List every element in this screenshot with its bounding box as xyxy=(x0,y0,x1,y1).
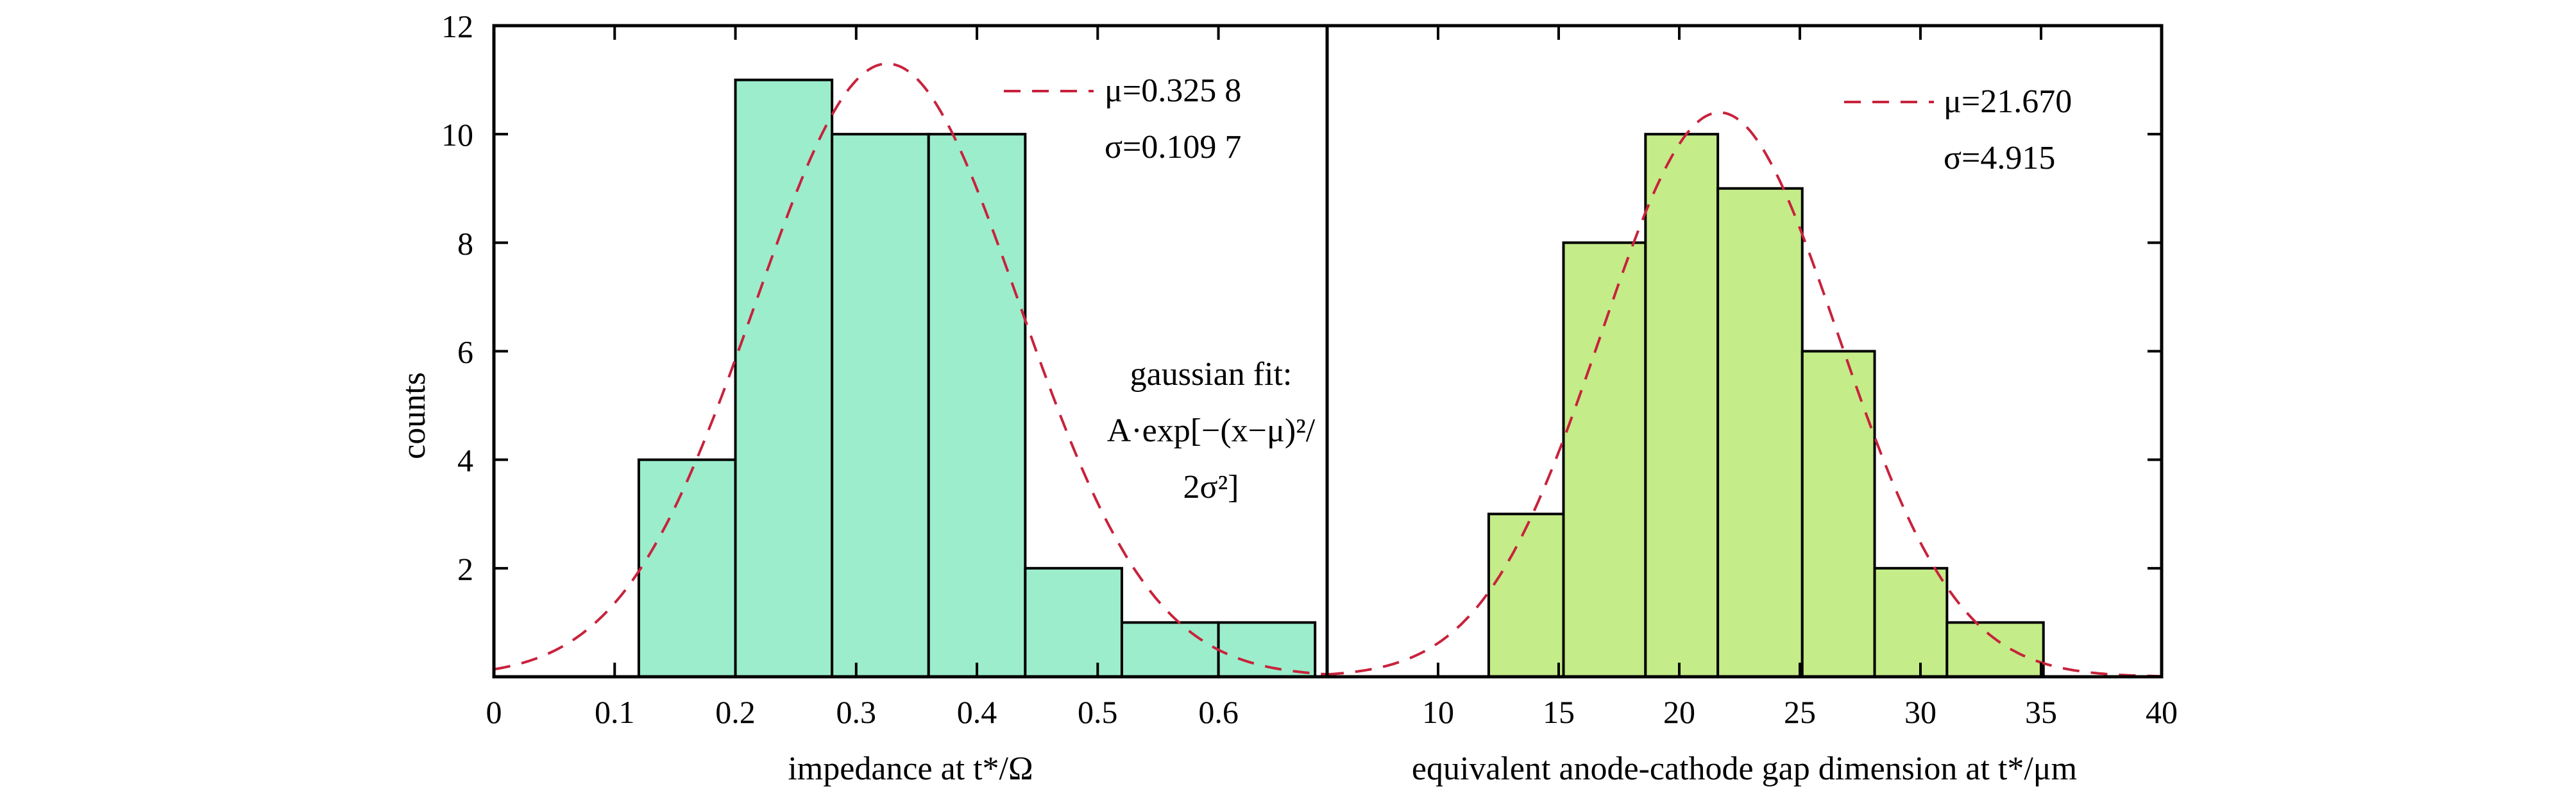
y-tick-label-2: 2 xyxy=(457,551,473,587)
right-legend-mu: μ=21.670 xyxy=(1944,83,2072,120)
right-bar-3 xyxy=(1716,187,1804,678)
left-x-tick-label-0: 0 xyxy=(486,694,502,730)
left-bar-4 xyxy=(1024,566,1123,678)
y-tick-label-8: 8 xyxy=(457,225,473,261)
left-bar-6 xyxy=(1217,621,1317,679)
right-bar-6 xyxy=(1945,621,2045,679)
right-x-tick-label-0: 10 xyxy=(1422,694,1454,730)
left-x-tick-label-4: 0.4 xyxy=(957,694,997,730)
right-x-axis-label: equivalent anode-cathode gap dimension a… xyxy=(1412,751,2077,787)
right-plot-frame xyxy=(1325,24,2164,679)
right-bar-5 xyxy=(1873,566,1949,678)
left-bar-2 xyxy=(831,133,930,678)
left-panel-impedance: 0 0.1 0.2 0.3 0.4 0.5 0.6 2 4 6 8 10 12 impedance a… xyxy=(441,8,2162,787)
left-x-tick-label-1: 0.1 xyxy=(595,694,635,730)
right-bar-0 xyxy=(1487,513,1565,678)
right-legend-sigma: σ=4.915 xyxy=(1944,140,2055,176)
left-x-tick-label-6: 0.6 xyxy=(1198,694,1239,730)
right-x-ticks: 10 15 20 25 30 35 40 xyxy=(1422,26,2178,730)
left-bar-5 xyxy=(1120,621,1220,679)
right-bars xyxy=(1487,133,2045,679)
right-bar-2 xyxy=(1644,133,1720,678)
fit-note-line-3: 2σ²] xyxy=(1183,469,1239,505)
fit-note-line-2: A·exp[−(x−μ)²/ xyxy=(1107,412,1316,449)
left-x-axis-label: impedance at t*/Ω xyxy=(788,751,1033,787)
left-x-tick-label-2: 0.2 xyxy=(715,694,756,730)
y-axis-label: counts xyxy=(396,372,432,459)
left-y-ticks: 2 4 6 8 10 12 xyxy=(441,8,2162,587)
left-bar-3 xyxy=(927,133,1027,678)
right-x-tick-label-3: 25 xyxy=(1784,694,1816,730)
y-tick-label-10: 10 xyxy=(441,117,473,153)
right-panel-gap-dimension: 10 15 20 25 30 35 40 equivalent anode-cathode … xyxy=(1325,24,2178,787)
left-gaussian-fit-curve xyxy=(493,62,1328,676)
left-bars xyxy=(637,78,1317,679)
gaussian-fit-note: gaussian fit: A·exp[−(x−μ)²/ 2σ²] xyxy=(1107,356,1316,505)
y-tick-label-12: 12 xyxy=(441,8,473,44)
right-bar-1 xyxy=(1562,241,1647,679)
right-x-tick-label-4: 30 xyxy=(1904,694,1936,730)
right-gaussian-fit-curve xyxy=(1326,111,2162,678)
left-bar-1 xyxy=(734,78,834,679)
left-legend: μ=0.325 8 σ=0.109 7 xyxy=(1004,72,1241,166)
right-legend: μ=21.670 σ=4.915 xyxy=(1844,83,2072,176)
right-x-tick-label-1: 15 xyxy=(1543,694,1575,730)
right-bar-4 xyxy=(1801,350,1876,678)
y-tick-label-4: 4 xyxy=(457,443,473,479)
y-tick-label-6: 6 xyxy=(457,334,473,370)
left-x-tick-label-3: 0.3 xyxy=(836,694,877,730)
right-x-tick-label-6: 40 xyxy=(2146,694,2178,730)
left-bar-0 xyxy=(637,458,737,679)
left-legend-mu: μ=0.325 8 xyxy=(1105,72,1241,109)
right-x-tick-label-2: 20 xyxy=(1663,694,1695,730)
left-legend-sigma: σ=0.109 7 xyxy=(1105,129,1241,166)
left-x-tick-label-5: 0.5 xyxy=(1078,694,1118,730)
fit-note-line-1: gaussian fit: xyxy=(1130,356,1292,393)
left-x-ticks: 0 0.1 0.2 0.3 0.4 0.5 0.6 xyxy=(486,26,1239,730)
right-x-tick-label-5: 35 xyxy=(2025,694,2057,730)
